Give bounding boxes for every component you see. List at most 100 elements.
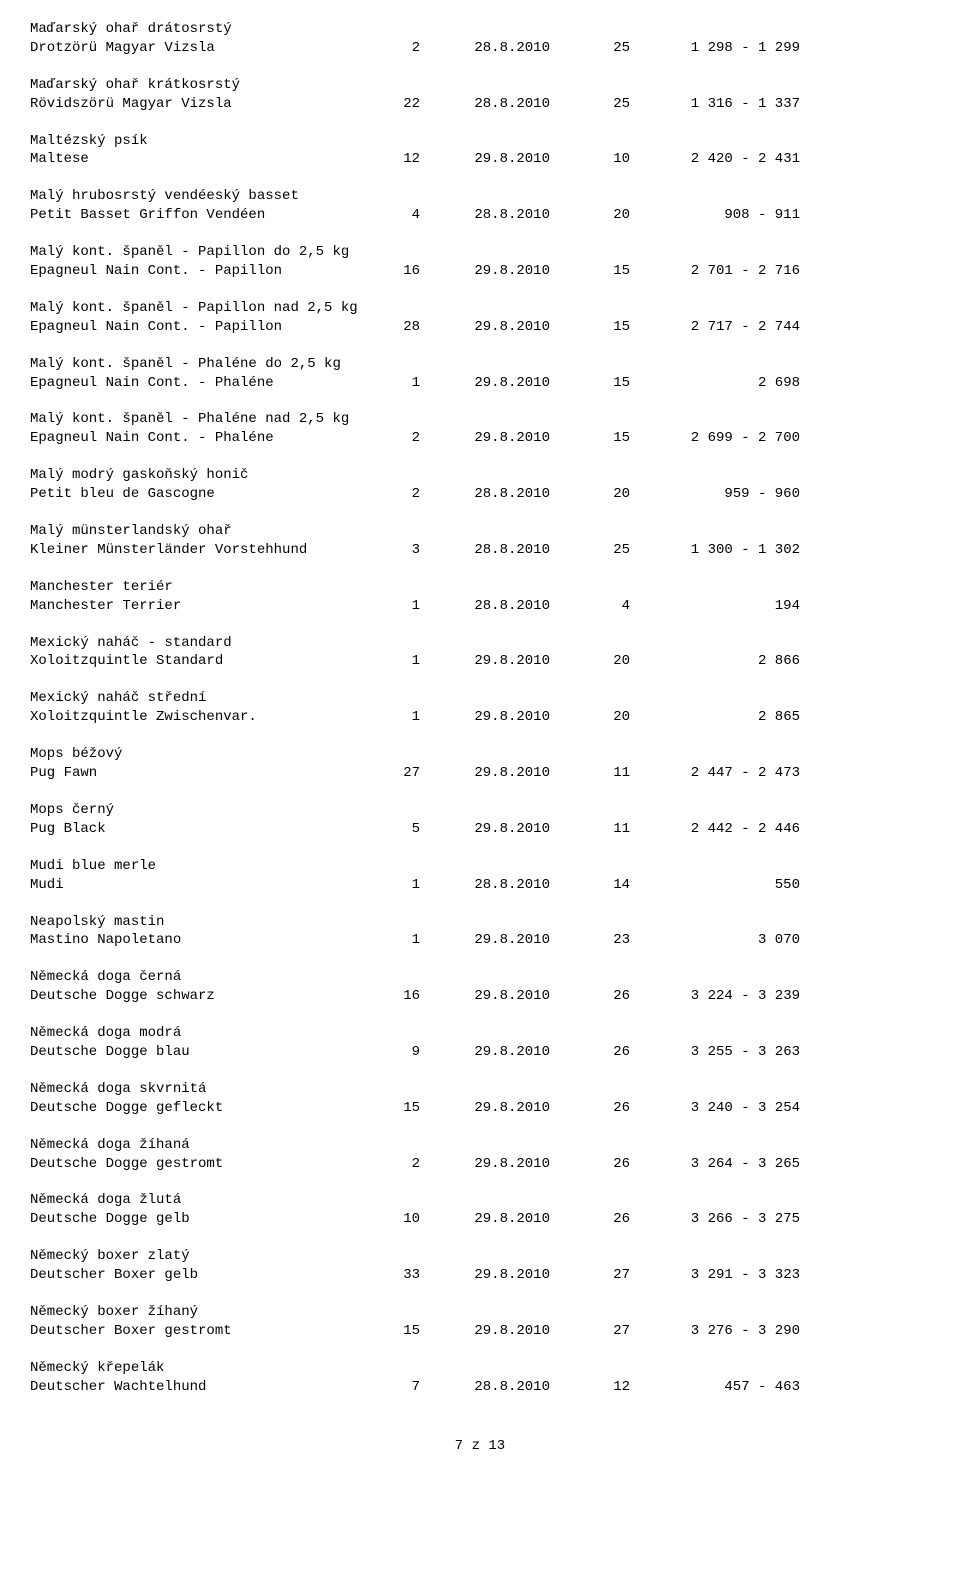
breed-name-international: Deutscher Boxer gelb bbox=[30, 1266, 360, 1285]
breed-name-international: Deutscher Wachtelhund bbox=[30, 1378, 360, 1397]
breed-range: 3 291 - 3 323 bbox=[630, 1266, 800, 1285]
breed-range: 959 - 960 bbox=[630, 485, 800, 504]
breed-name-international: Rövidszörü Magyar Vizsla bbox=[30, 95, 360, 114]
breed-row: Manchester Terrier128.8.20104194 bbox=[30, 597, 930, 616]
breed-row: Pug Fawn2729.8.2010112 447 - 2 473 bbox=[30, 764, 930, 783]
breed-name-international: Deutscher Boxer gestromt bbox=[30, 1322, 360, 1341]
breed-ring: 11 bbox=[550, 764, 630, 783]
breed-name-international: Epagneul Nain Cont. - Papillon bbox=[30, 318, 360, 337]
breed-date: 29.8.2010 bbox=[420, 987, 550, 1006]
breed-name-czech: Malý modrý gaskoňský honič bbox=[30, 466, 930, 485]
breed-name-international: Mudi bbox=[30, 876, 360, 895]
breed-count: 1 bbox=[360, 931, 420, 950]
breed-name-international: Deutsche Dogge gefleckt bbox=[30, 1099, 360, 1118]
breed-date: 28.8.2010 bbox=[420, 876, 550, 895]
breed-count: 33 bbox=[360, 1266, 420, 1285]
breed-name-czech: Manchester teriér bbox=[30, 578, 930, 597]
breed-ring: 20 bbox=[550, 485, 630, 504]
breed-ring: 23 bbox=[550, 931, 630, 950]
breed-row: Petit bleu de Gascogne228.8.201020959 - … bbox=[30, 485, 930, 504]
breed-name-czech: Malý kont. španěl - Phaléne nad 2,5 kg bbox=[30, 410, 930, 429]
breed-name-czech: Maďarský ohař drátosrstý bbox=[30, 20, 930, 39]
breed-name-international: Pug Black bbox=[30, 820, 360, 839]
breed-count: 1 bbox=[360, 876, 420, 895]
breed-count: 2 bbox=[360, 39, 420, 58]
breed-row: Epagneul Nain Cont. - Phaléne129.8.20101… bbox=[30, 374, 930, 393]
breed-ring: 26 bbox=[550, 1099, 630, 1118]
breed-ring: 25 bbox=[550, 95, 630, 114]
breed-count: 1 bbox=[360, 597, 420, 616]
breed-name-international: Petit bleu de Gascogne bbox=[30, 485, 360, 504]
breed-date: 29.8.2010 bbox=[420, 429, 550, 448]
breed-count: 2 bbox=[360, 1155, 420, 1174]
breed-range: 2 701 - 2 716 bbox=[630, 262, 800, 281]
breed-date: 29.8.2010 bbox=[420, 318, 550, 337]
breed-entry: Německý boxer zlatýDeutscher Boxer gelb3… bbox=[30, 1247, 930, 1285]
breed-date: 29.8.2010 bbox=[420, 374, 550, 393]
breed-ring: 10 bbox=[550, 150, 630, 169]
breed-name-international: Petit Basset Griffon Vendéen bbox=[30, 206, 360, 225]
breed-entry: Malý münsterlandský ohařKleiner Münsterl… bbox=[30, 522, 930, 560]
breed-count: 10 bbox=[360, 1210, 420, 1229]
breed-row: Deutscher Wachtelhund728.8.201012457 - 4… bbox=[30, 1378, 930, 1397]
breed-name-czech: Německá doga žlutá bbox=[30, 1191, 930, 1210]
breed-count: 22 bbox=[360, 95, 420, 114]
breed-date: 29.8.2010 bbox=[420, 1043, 550, 1062]
breed-name-czech: Malý hrubosrstý vendéeský basset bbox=[30, 187, 930, 206]
breed-count: 28 bbox=[360, 318, 420, 337]
breed-name-czech: Německá doga žíhaná bbox=[30, 1136, 930, 1155]
breed-date: 28.8.2010 bbox=[420, 597, 550, 616]
breed-range: 3 240 - 3 254 bbox=[630, 1099, 800, 1118]
breed-date: 29.8.2010 bbox=[420, 1099, 550, 1118]
breed-entry: Maďarský ohař krátkosrstýRövidszörü Magy… bbox=[30, 76, 930, 114]
breed-name-czech: Mexický naháč střední bbox=[30, 689, 930, 708]
breed-range: 3 276 - 3 290 bbox=[630, 1322, 800, 1341]
breed-entry: Maďarský ohař drátosrstýDrotzörü Magyar … bbox=[30, 20, 930, 58]
breed-name-czech: Neapolský mastin bbox=[30, 913, 930, 932]
breed-row: Mudi128.8.201014550 bbox=[30, 876, 930, 895]
breed-ring: 26 bbox=[550, 1155, 630, 1174]
breed-name-international: Xoloitzquintle Standard bbox=[30, 652, 360, 671]
breed-row: Epagneul Nain Cont. - Papillon1629.8.201… bbox=[30, 262, 930, 281]
breed-range: 908 - 911 bbox=[630, 206, 800, 225]
breed-entry: Německá doga žlutáDeutsche Dogge gelb102… bbox=[30, 1191, 930, 1229]
breed-name-czech: Německá doga skvrnitá bbox=[30, 1080, 930, 1099]
breed-row: Pug Black529.8.2010112 442 - 2 446 bbox=[30, 820, 930, 839]
breed-ring: 15 bbox=[550, 429, 630, 448]
breed-range: 3 070 bbox=[630, 931, 800, 950]
breed-row: Deutsche Dogge schwarz1629.8.2010263 224… bbox=[30, 987, 930, 1006]
breed-name-czech: Malý kont. španěl - Phaléne do 2,5 kg bbox=[30, 355, 930, 374]
breed-entry: Malý modrý gaskoňský honičPetit bleu de … bbox=[30, 466, 930, 504]
breed-name-international: Xoloitzquintle Zwischenvar. bbox=[30, 708, 360, 727]
breed-count: 1 bbox=[360, 708, 420, 727]
breed-date: 28.8.2010 bbox=[420, 206, 550, 225]
breed-entry: Mops černýPug Black529.8.2010112 442 - 2… bbox=[30, 801, 930, 839]
breed-count: 7 bbox=[360, 1378, 420, 1397]
breed-name-czech: Mexický naháč - standard bbox=[30, 634, 930, 653]
breed-row: Deutsche Dogge gelb1029.8.2010263 266 - … bbox=[30, 1210, 930, 1229]
breed-row: Deutscher Boxer gelb3329.8.2010273 291 -… bbox=[30, 1266, 930, 1285]
breed-range: 1 300 - 1 302 bbox=[630, 541, 800, 560]
breed-row: Petit Basset Griffon Vendéen428.8.201020… bbox=[30, 206, 930, 225]
breed-ring: 26 bbox=[550, 987, 630, 1006]
breed-name-czech: Mops černý bbox=[30, 801, 930, 820]
breed-entry: Německá doga žíhanáDeutsche Dogge gestro… bbox=[30, 1136, 930, 1174]
breed-row: Xoloitzquintle Standard129.8.2010202 866 bbox=[30, 652, 930, 671]
breed-range: 2 865 bbox=[630, 708, 800, 727]
breed-name-international: Deutsche Dogge schwarz bbox=[30, 987, 360, 1006]
breed-date: 29.8.2010 bbox=[420, 1266, 550, 1285]
breed-ring: 20 bbox=[550, 652, 630, 671]
breed-date: 28.8.2010 bbox=[420, 95, 550, 114]
breed-entry: Malý kont. španěl - Phaléne do 2,5 kgEpa… bbox=[30, 355, 930, 393]
breed-name-international: Deutsche Dogge gestromt bbox=[30, 1155, 360, 1174]
breed-ring: 27 bbox=[550, 1266, 630, 1285]
breed-name-czech: Německá doga modrá bbox=[30, 1024, 930, 1043]
breed-date: 29.8.2010 bbox=[420, 1322, 550, 1341]
breed-entry: Německá doga černáDeutsche Dogge schwarz… bbox=[30, 968, 930, 1006]
breed-row: Deutsche Dogge gefleckt1529.8.2010263 24… bbox=[30, 1099, 930, 1118]
breed-row: Rövidszörü Magyar Vizsla2228.8.2010251 3… bbox=[30, 95, 930, 114]
breed-ring: 12 bbox=[550, 1378, 630, 1397]
breed-range: 1 316 - 1 337 bbox=[630, 95, 800, 114]
breed-entry: Mops béžovýPug Fawn2729.8.2010112 447 - … bbox=[30, 745, 930, 783]
breed-entry: Mudi blue merleMudi128.8.201014550 bbox=[30, 857, 930, 895]
